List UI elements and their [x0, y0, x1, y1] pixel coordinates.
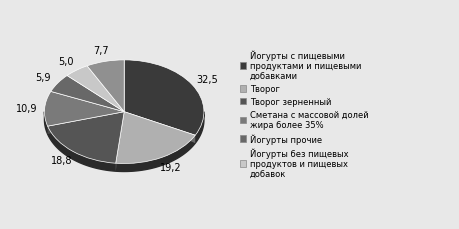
Text: 32,5: 32,5 — [196, 74, 218, 84]
Text: 5,0: 5,0 — [58, 57, 73, 67]
Text: 10,9: 10,9 — [17, 104, 38, 113]
Polygon shape — [124, 112, 195, 144]
Wedge shape — [50, 76, 124, 112]
Text: 19,2: 19,2 — [159, 163, 181, 172]
Wedge shape — [45, 92, 124, 127]
Text: 7,7: 7,7 — [93, 46, 108, 56]
Polygon shape — [116, 112, 124, 172]
Text: 18,8: 18,8 — [51, 155, 73, 165]
Wedge shape — [116, 112, 195, 164]
Polygon shape — [45, 112, 203, 172]
Polygon shape — [48, 112, 124, 135]
Text: 5,9: 5,9 — [35, 72, 51, 82]
Polygon shape — [48, 112, 124, 135]
Wedge shape — [124, 61, 203, 136]
Polygon shape — [124, 112, 195, 144]
Wedge shape — [67, 67, 124, 112]
Wedge shape — [48, 112, 124, 164]
Legend: Йогурты с пищевыми
продуктами и пищевыми
добавками, Творог, Творог зерненный, См: Йогурты с пищевыми продуктами и пищевыми… — [237, 48, 370, 181]
Wedge shape — [87, 61, 124, 112]
Polygon shape — [116, 112, 124, 172]
